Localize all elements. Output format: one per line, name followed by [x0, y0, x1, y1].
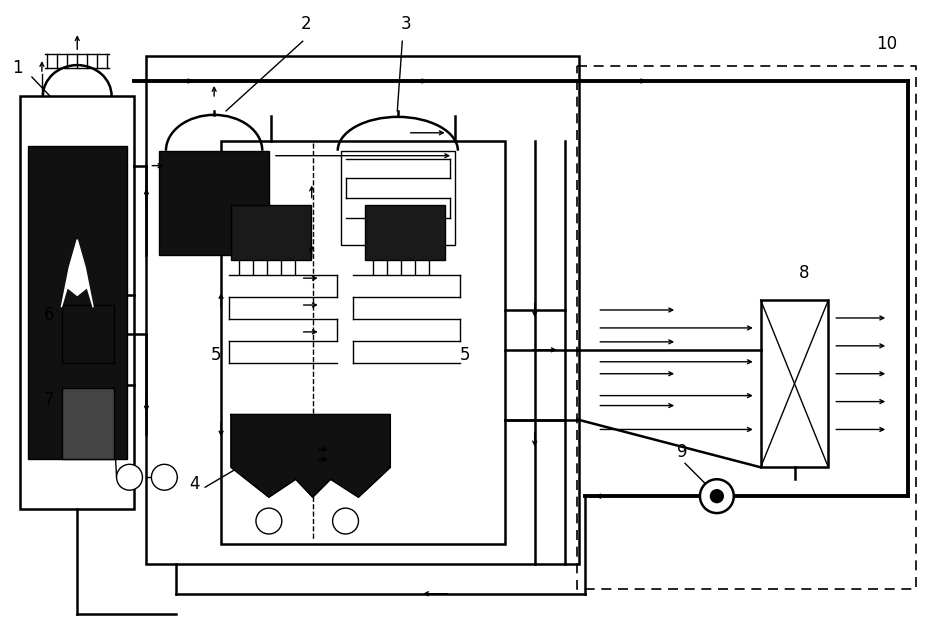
Text: 7: 7 — [44, 391, 55, 409]
Text: 9: 9 — [677, 443, 687, 461]
Text: 2: 2 — [301, 16, 311, 33]
Circle shape — [699, 479, 733, 513]
Text: 5: 5 — [211, 346, 222, 364]
Text: 1: 1 — [12, 59, 22, 77]
Bar — [62, 305, 113, 363]
Bar — [231, 205, 310, 260]
Bar — [341, 151, 455, 246]
Circle shape — [151, 464, 177, 490]
Bar — [62, 388, 113, 459]
Bar — [221, 141, 504, 544]
Text: 8: 8 — [798, 264, 808, 282]
Bar — [20, 96, 135, 509]
Text: 5: 5 — [459, 346, 470, 364]
Bar — [160, 151, 268, 255]
Circle shape — [710, 490, 723, 503]
Bar — [365, 205, 445, 260]
Text: 3: 3 — [400, 16, 410, 33]
Text: 10: 10 — [875, 35, 896, 53]
Circle shape — [255, 508, 281, 534]
Polygon shape — [61, 239, 93, 308]
Text: 4: 4 — [189, 475, 200, 493]
Bar — [28, 146, 126, 459]
Bar — [760, 300, 828, 467]
Bar — [147, 56, 579, 564]
Text: 6: 6 — [44, 306, 55, 324]
Polygon shape — [231, 415, 390, 497]
Circle shape — [116, 464, 142, 490]
Circle shape — [332, 508, 358, 534]
